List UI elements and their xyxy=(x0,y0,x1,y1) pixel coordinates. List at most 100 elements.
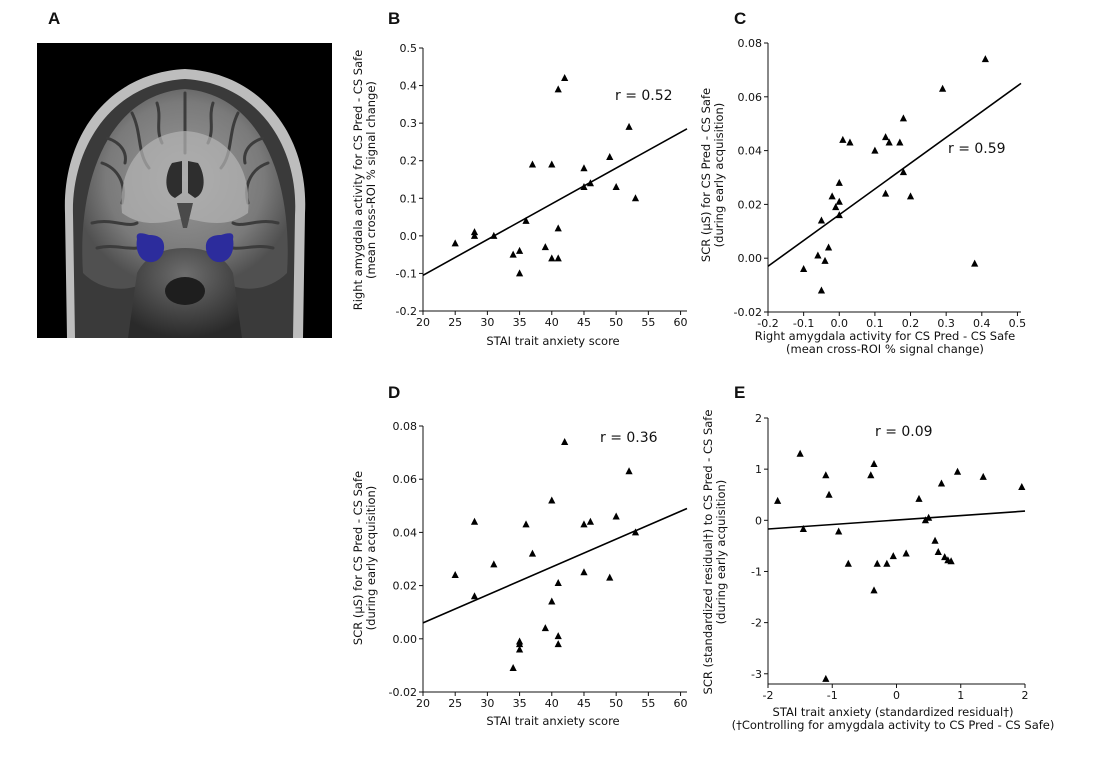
data-point xyxy=(606,573,614,581)
y-tick-label: -1 xyxy=(751,565,762,578)
data-point xyxy=(800,264,808,272)
x-tick-label: 25 xyxy=(448,697,462,710)
data-point xyxy=(612,183,620,191)
y-tick-label: 0.5 xyxy=(400,42,418,55)
data-point xyxy=(839,135,847,143)
data-point xyxy=(824,243,833,251)
x-tick-label: 45 xyxy=(577,316,591,329)
data-point xyxy=(971,259,979,267)
data-point xyxy=(515,246,524,254)
data-point xyxy=(899,114,908,122)
x-axis-label: (†Controlling for amygdala activity to C… xyxy=(732,718,1055,732)
y-axis-label: SCR (μS) for CS Pred - CS Safe xyxy=(351,471,365,645)
data-point xyxy=(835,178,843,186)
x-tick-label: 35 xyxy=(513,316,527,329)
x-tick-label: 40 xyxy=(545,697,559,710)
data-point xyxy=(835,527,843,535)
data-point xyxy=(612,512,620,520)
x-tick-label: 60 xyxy=(674,316,688,329)
x-tick-label: 30 xyxy=(480,316,494,329)
data-point xyxy=(548,597,556,605)
x-tick-label: 50 xyxy=(609,316,623,329)
y-tick-label: 0.00 xyxy=(738,252,763,265)
data-point xyxy=(953,467,962,475)
x-tick-label: 0.5 xyxy=(1009,317,1027,330)
data-point xyxy=(554,640,562,648)
x-axis-label: STAI trait anxiety score xyxy=(486,714,619,728)
y-axis-label: (during early acquisition) xyxy=(712,103,726,248)
data-point xyxy=(515,640,524,648)
data-point xyxy=(873,559,881,567)
data-point xyxy=(451,570,459,578)
data-point xyxy=(828,192,836,200)
x-tick-label: 20 xyxy=(416,697,430,710)
x-tick-label: 45 xyxy=(577,697,591,710)
y-axis-label: SCR (μS) for CS Pred - CS Safe xyxy=(699,88,713,262)
data-point xyxy=(774,496,782,504)
x-tick-label: 50 xyxy=(609,697,623,710)
y-tick-label: 0.06 xyxy=(738,91,763,104)
data-point xyxy=(883,559,891,567)
data-point xyxy=(470,592,479,600)
data-point xyxy=(631,194,640,202)
data-point xyxy=(490,231,498,239)
data-point xyxy=(832,203,840,211)
data-point xyxy=(925,513,933,521)
data-point xyxy=(934,548,942,556)
y-axis-label: Right amygdala activity for CS Pred - CS… xyxy=(351,50,365,311)
x-tick-label: 0 xyxy=(893,689,900,702)
data-point xyxy=(822,674,830,682)
data-point xyxy=(941,553,949,561)
data-point xyxy=(870,586,878,594)
x-tick-label: 55 xyxy=(641,316,655,329)
brain-mri-image xyxy=(37,43,332,338)
data-point xyxy=(625,467,633,475)
y-tick-label: 0.04 xyxy=(738,145,763,158)
data-point xyxy=(899,168,908,176)
y-axis-label: SCR (standardized residual†) to CS Pred … xyxy=(701,410,715,695)
data-point xyxy=(979,472,987,480)
data-point xyxy=(631,528,640,536)
y-tick-label: -0.02 xyxy=(389,686,417,699)
data-point xyxy=(947,557,955,565)
data-point xyxy=(835,211,843,219)
data-point xyxy=(931,536,939,544)
panel-label-c: C xyxy=(734,9,747,28)
y-tick-label: -2 xyxy=(751,617,762,630)
correlation-label: r = 0.52 xyxy=(615,88,673,104)
data-point xyxy=(889,552,897,560)
data-point xyxy=(490,560,498,568)
y-tick-label: 0.0 xyxy=(400,230,418,243)
data-point xyxy=(554,85,562,93)
x-tick-label: 0.4 xyxy=(973,317,991,330)
data-point xyxy=(606,152,614,160)
data-point xyxy=(580,520,588,528)
y-tick-label: 1 xyxy=(755,463,762,476)
data-point xyxy=(937,479,946,487)
data-point xyxy=(509,250,517,258)
data-point xyxy=(548,254,556,262)
y-axis-label: (mean cross-ROI % signal change) xyxy=(364,81,378,279)
data-point xyxy=(515,645,524,653)
x-tick-label: 0.3 xyxy=(937,317,955,330)
data-point xyxy=(799,525,807,533)
y-tick-label: -0.02 xyxy=(734,306,762,319)
data-point xyxy=(846,138,854,146)
x-tick-label: 0.0 xyxy=(831,317,849,330)
x-tick-label: 60 xyxy=(674,697,688,710)
x-tick-label: -2 xyxy=(763,689,774,702)
x-tick-label: 0.1 xyxy=(866,317,884,330)
data-point xyxy=(522,216,530,224)
panel-label-e: E xyxy=(734,383,746,402)
data-point xyxy=(554,224,562,232)
x-tick-label: 2 xyxy=(1022,689,1029,702)
data-point xyxy=(915,494,923,502)
x-tick-label: 40 xyxy=(545,316,559,329)
data-point xyxy=(554,578,562,586)
x-tick-label: -0.1 xyxy=(793,317,814,330)
y-axis-label: (during early acquisition) xyxy=(364,486,378,631)
x-tick-label: 1 xyxy=(957,689,964,702)
